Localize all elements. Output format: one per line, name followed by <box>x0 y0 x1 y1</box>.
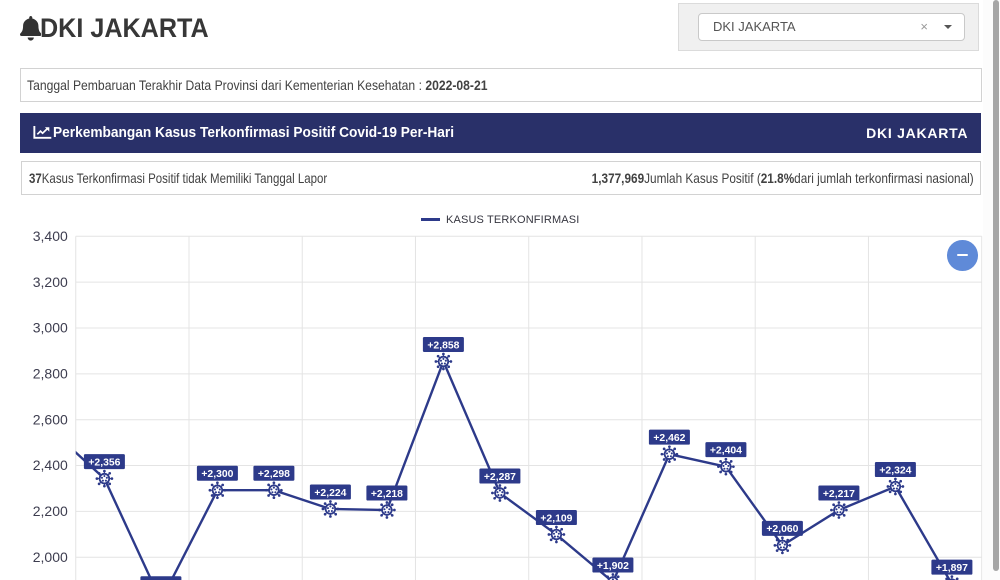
svg-text:2,200: 2,200 <box>33 503 68 519</box>
svg-text:+2,224: +2,224 <box>314 488 346 499</box>
svg-text:+2,287: +2,287 <box>484 472 516 483</box>
svg-text:+2,109: +2,109 <box>540 513 572 524</box>
svg-text:2,000: 2,000 <box>33 549 68 565</box>
svg-text:+2,300: +2,300 <box>201 469 233 480</box>
svg-text:+2,858: +2,858 <box>427 340 459 351</box>
svg-text:3,200: 3,200 <box>33 274 68 290</box>
svg-text:+2,218: +2,218 <box>371 489 403 500</box>
svg-text:+2,462: +2,462 <box>653 433 685 444</box>
svg-text:+2,298: +2,298 <box>258 469 290 480</box>
svg-text:2,600: 2,600 <box>33 411 68 427</box>
svg-text:+2,060: +2,060 <box>766 524 798 535</box>
svg-text:+1,902: +1,902 <box>597 561 629 572</box>
svg-text:2,800: 2,800 <box>33 365 68 381</box>
svg-text:+2,324: +2,324 <box>879 465 911 476</box>
svg-text:+2,356: +2,356 <box>88 457 120 468</box>
svg-text:3,400: 3,400 <box>33 228 68 244</box>
svg-text:+1,897: +1,897 <box>936 563 968 574</box>
svg-text:+2,404: +2,404 <box>710 445 742 456</box>
svg-text:3,000: 3,000 <box>33 320 68 336</box>
svg-text:+2,217: +2,217 <box>823 489 855 500</box>
svg-text:2,400: 2,400 <box>33 457 68 473</box>
